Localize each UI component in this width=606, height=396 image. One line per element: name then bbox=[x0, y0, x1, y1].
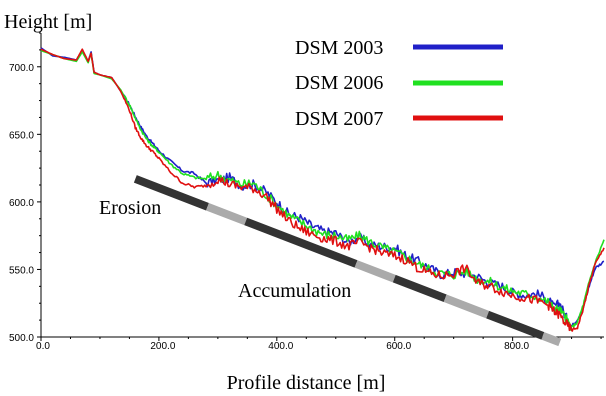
x-tick-label: 200.0 bbox=[150, 341, 175, 352]
x-tick-label: 800.0 bbox=[504, 341, 529, 352]
segment-accumulation bbox=[443, 294, 490, 319]
y-tick-label: 550.0 bbox=[9, 265, 34, 276]
segment-accumulation bbox=[354, 260, 396, 283]
annotation-erosion: Erosion bbox=[99, 197, 161, 219]
y-tick-label: 600.0 bbox=[9, 198, 34, 209]
series-lines bbox=[40, 47, 605, 332]
minor-ticks bbox=[39, 32, 602, 339]
segment-erosion bbox=[486, 310, 545, 340]
y-ticks: 500.0 550.0 600.0 650.0 700.0 bbox=[9, 63, 41, 344]
segment-erosion bbox=[133, 175, 209, 211]
y-axis-label: Height [m] bbox=[4, 11, 92, 33]
legend-label-dsm-2007: DSM 2007 bbox=[295, 108, 383, 130]
y-tick-label: 700.0 bbox=[9, 63, 34, 74]
x-tick-label: 600.0 bbox=[386, 341, 411, 352]
segment-erosion bbox=[392, 274, 447, 302]
x-ticks: 0.0 200.0 400.0 600.0 800.0 bbox=[36, 337, 530, 352]
segment-accumulation bbox=[206, 202, 248, 226]
x-axis-label: Profile distance [m] bbox=[227, 372, 386, 394]
series-line-dsm-2007 bbox=[40, 48, 605, 332]
x-tick-label: 400.0 bbox=[268, 341, 293, 352]
legend-label-dsm-2003: DSM 2003 bbox=[295, 37, 383, 59]
segment-erosion bbox=[244, 217, 358, 268]
segment-accumulation bbox=[541, 332, 562, 347]
y-tick-label: 500.0 bbox=[9, 333, 34, 344]
annotation-accumulation: Accumulation bbox=[238, 280, 351, 302]
erosion-accumulation-bar bbox=[133, 175, 562, 347]
y-tick-label: 650.0 bbox=[9, 130, 34, 141]
x-tick-label: 0.0 bbox=[36, 341, 50, 352]
legend: DSM 2003 DSM 2006 DSM 2007 bbox=[295, 37, 503, 130]
legend-label-dsm-2006: DSM 2006 bbox=[295, 72, 383, 94]
